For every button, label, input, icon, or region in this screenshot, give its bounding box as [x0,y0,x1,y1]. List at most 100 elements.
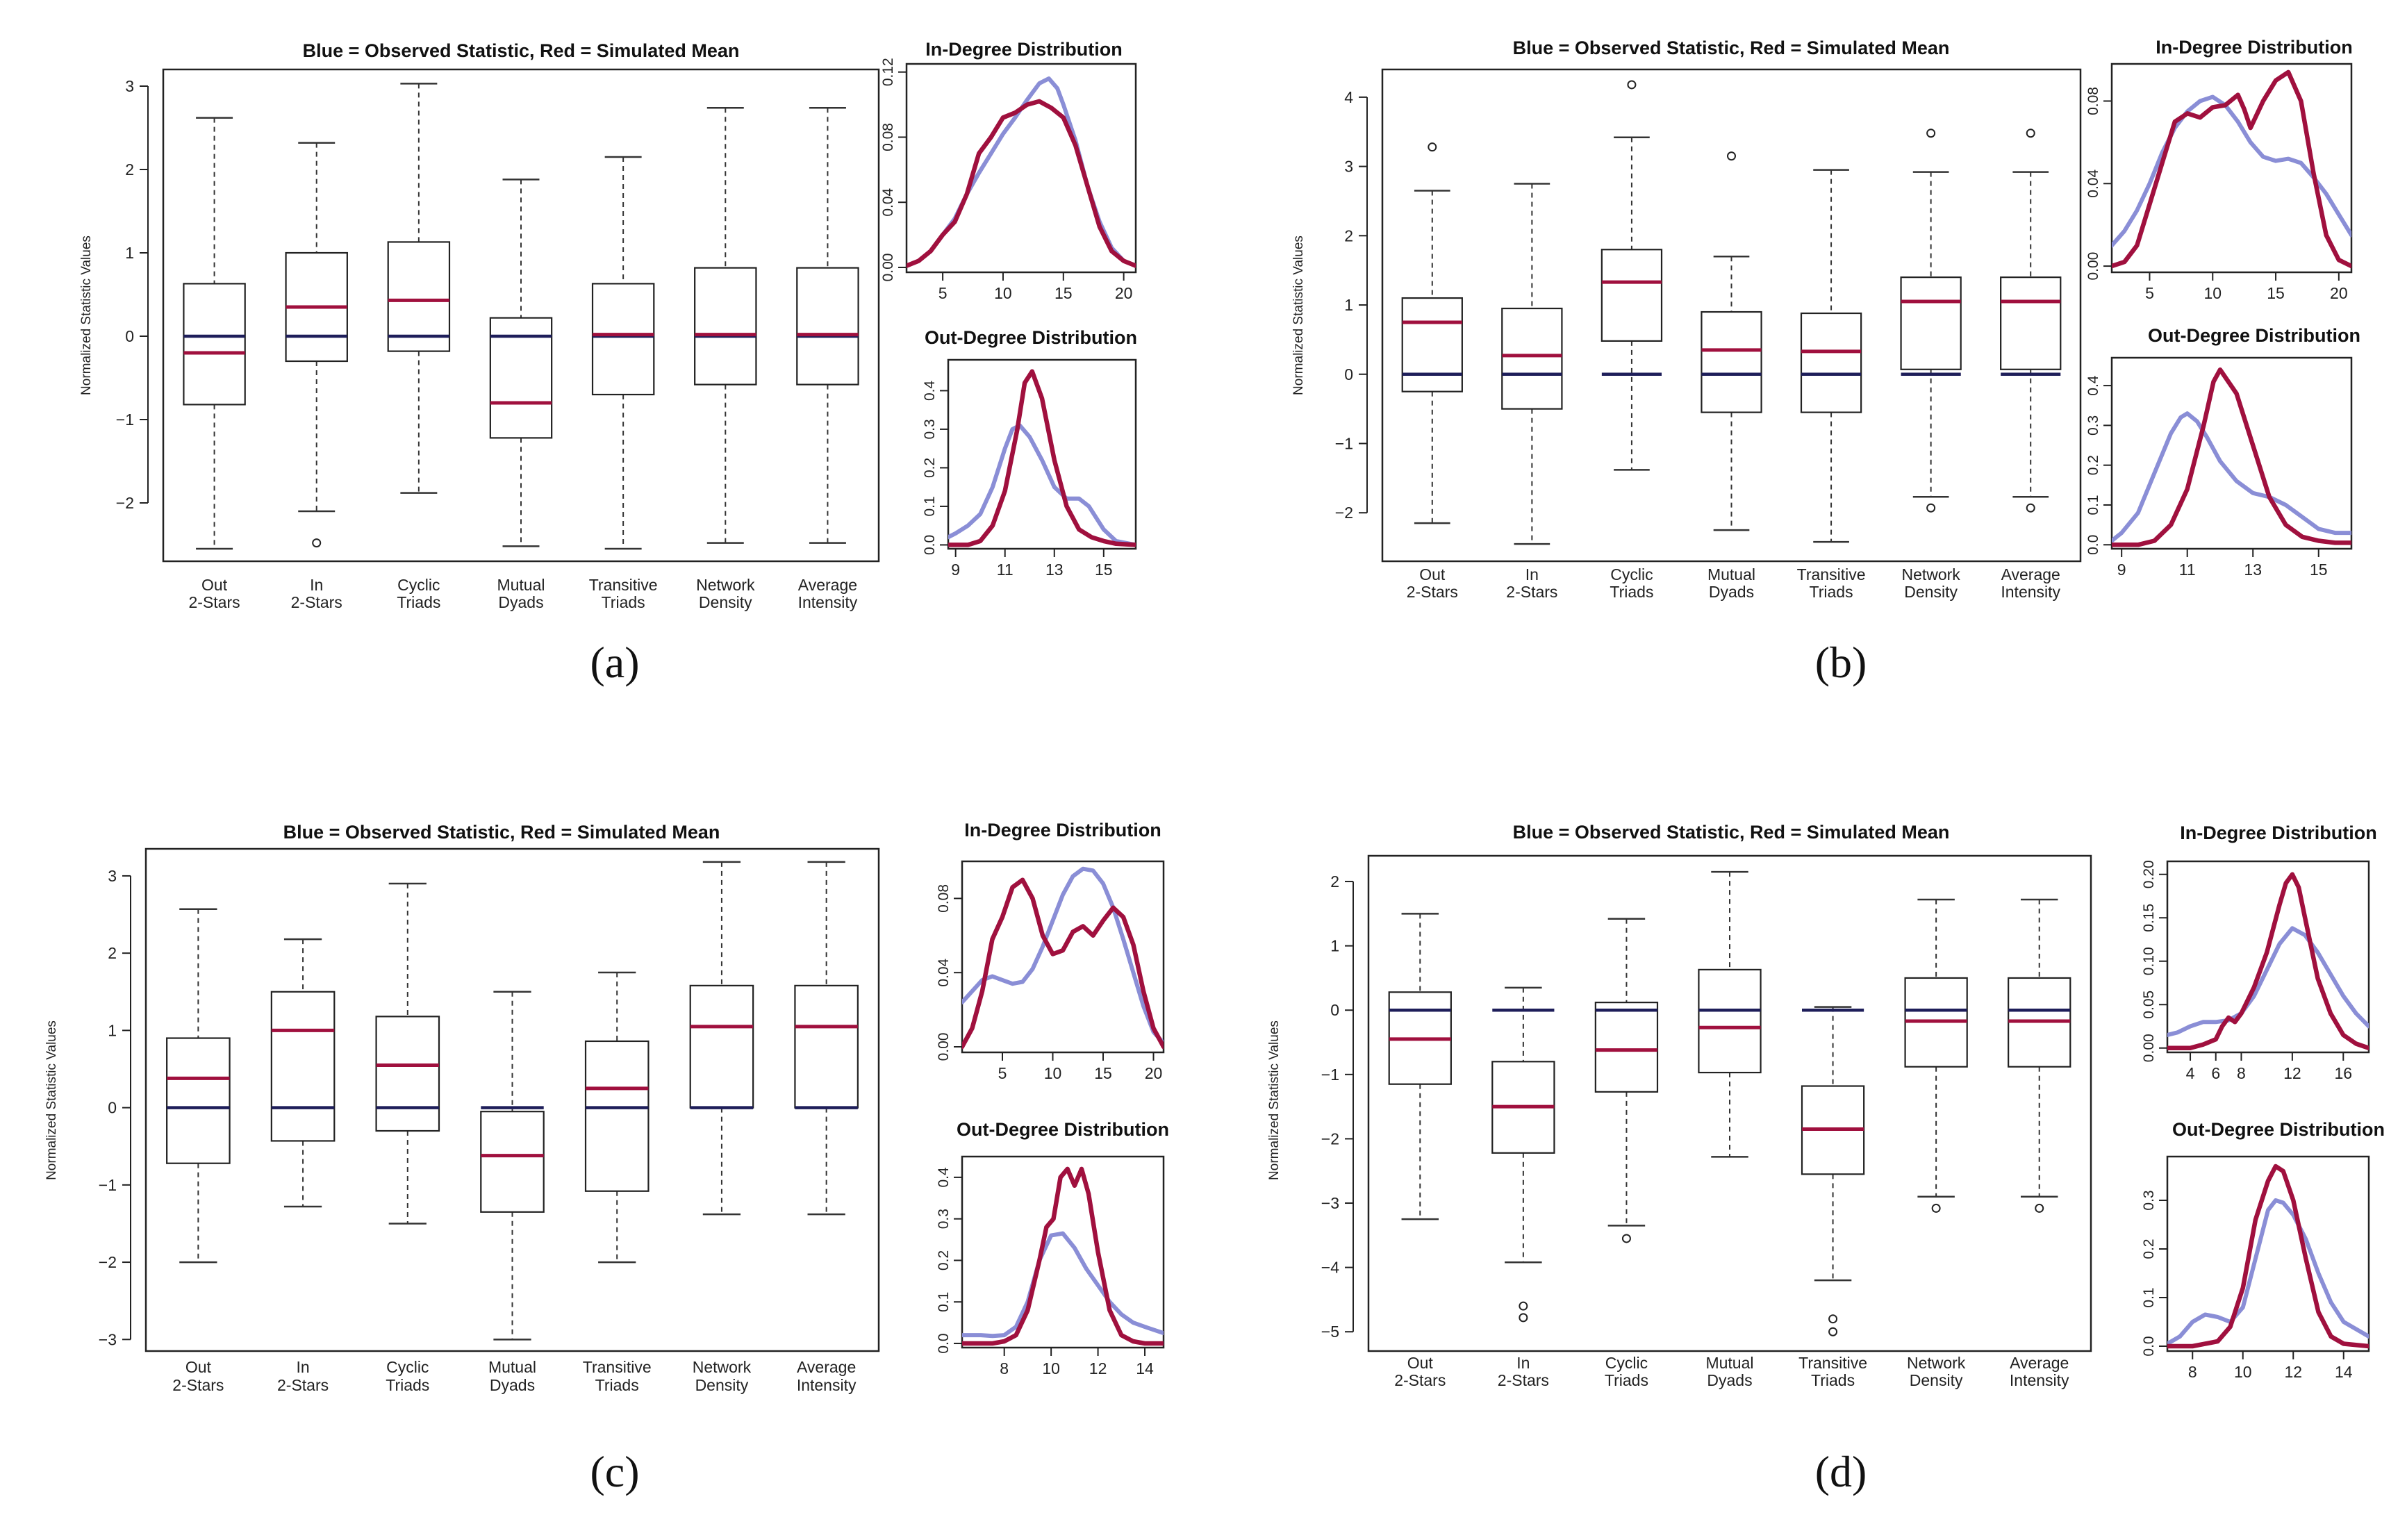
box-body [166,1037,231,1164]
x-tick-label: 12 [1089,1359,1107,1377]
y-tick-label: 3 [125,77,134,95]
outlier-point [2035,1203,2044,1213]
category-label-line1: Mutual [488,1358,536,1376]
y-tick-label: 0.00 [880,254,896,282]
box-5 [1800,169,1862,543]
x-tick-label: 15 [1095,561,1113,579]
box-6 [689,861,754,1216]
y-axis-label: Normalized Statistic Values [79,235,94,395]
box-7 [794,861,859,1216]
in-degree-plot-c-title: In-Degree Distribution [964,820,1161,841]
outlier-point [2026,129,2035,138]
box-body [591,283,655,396]
x-tick-label: 15 [1054,284,1073,302]
y-tick-label: 0.08 [880,123,896,151]
category-label-line2: Triads [1605,1371,1648,1389]
category-label-line2: 2-Stars [172,1376,224,1394]
simulated-density-line [2112,69,2351,269]
category-label-line2: Intensity [797,1376,857,1394]
x-tick-label: 15 [2310,561,2328,579]
y-tick-label: 0.2 [922,458,938,478]
category-label-line1: Network [696,576,755,594]
y-axis-label: Normalized Statistic Values [44,1020,59,1180]
observed-density-line [2167,1198,2369,1346]
in-degree-plot-d-title: In-Degree Distribution [2180,822,2377,843]
category-label-line1: Cyclic [397,576,440,594]
in-degree-plot-b: In-Degree Distribution 5 10 15 20 0.00 0.04 0.0… [2085,37,2353,302]
outlier-point [1519,1313,1528,1323]
x-tick-label: 8 [1000,1359,1009,1377]
y-tick-label: 0.1 [2141,1287,2157,1307]
boxplot-frame [144,847,880,1352]
simulated-density-line [962,877,1164,1050]
outlier-point [1931,1203,1941,1213]
category-label-line1: Transitive [1797,565,1866,583]
in-degree-plot-d: In-Degree Distribution 4 6 8 12 16 0.00 0.05 0.1… [2141,822,2377,1082]
y-tick-label: 0.08 [936,884,952,913]
simulated-density-line [948,369,1136,547]
y-tick-label: 0.00 [2141,1034,2157,1062]
box-4 [489,179,553,547]
y-axis-label: Normalized Statistic Values [1267,1020,1282,1180]
box-2 [1501,183,1563,545]
out-degree-plot-c: Out-Degree Distribution 8 10 12 14 0.0 0.1 0.2 0… [936,1119,1169,1377]
simulated-density-line [962,1166,1164,1346]
box-body [694,267,757,386]
category-label-line1: In [1516,1354,1530,1372]
observed-density-line [2112,411,2351,543]
box-5 [584,971,650,1264]
box-body [2000,276,2062,370]
category-label-line2: Dyads [1709,583,1754,601]
category-label-line1: Out [1419,565,1446,583]
box-body [183,283,246,406]
y-tick-label: 0.15 [2141,904,2157,932]
x-tick-label: 10 [1044,1064,1062,1082]
y-tick-label: −5 [1321,1323,1339,1341]
outlier-point [1621,1234,1631,1243]
boxplot-panel-b: Blue = Observed Statistic, Red = Simulat… [1291,38,2082,601]
boxplot-frame [162,68,880,563]
box-body [270,991,336,1142]
category-label-line2: Density [1904,583,1958,601]
x-tick-label: 9 [2117,561,2126,579]
out-degree-plot-b-title: Out-Degree Distribution [2148,325,2360,346]
in-degree-plot-a-title: In-Degree Distribution [925,39,1123,60]
category-label-line2: 2-Stars [277,1376,329,1394]
observed-density-line [962,866,1164,1045]
simulated-density-line [907,99,1136,268]
category-label-line2: Triads [397,593,440,611]
box-1 [1388,913,1452,1220]
boxplot-title: Blue = Observed Statistic, Red = Simulat… [283,822,720,843]
y-tick-label: 1 [1330,937,1339,955]
category-label-line1: Cyclic [1610,565,1653,583]
out-degree-plot-b-frame [2110,356,2353,550]
x-tick-label: 8 [2188,1363,2197,1381]
category-label-line1: Cyclic [1605,1354,1648,1372]
y-tick-label: 2 [108,944,117,962]
box-body [1800,312,1862,413]
box-2 [1491,986,1555,1323]
out-degree-plot-a-title: Out-Degree Distribution [925,327,1137,348]
panel-caption: (a) [590,638,639,687]
x-tick-label: 10 [1042,1359,1060,1377]
x-tick-label: 12 [2284,1363,2302,1381]
simulated-density-line [2167,1164,2369,1349]
panel-caption: (b) [1815,638,1867,687]
x-tick-label: 5 [998,1064,1007,1082]
category-label-line2: Triads [595,1376,639,1394]
x-tick-label: 6 [2211,1064,2220,1082]
y-tick-label: −2 [1321,1129,1339,1148]
y-tick-label: 0.20 [2141,860,2157,888]
category-label-line1: Mutual [1705,1354,1753,1372]
box-2 [270,938,336,1208]
y-tick-label: −2 [99,1253,117,1271]
y-tick-label: 0.00 [936,1033,952,1061]
x-tick-label: 13 [1045,561,1064,579]
category-label-line2: 2-Stars [1498,1371,1549,1389]
y-tick-label: 0 [1330,1001,1339,1019]
box-3 [1600,80,1663,471]
y-tick-label: 0.04 [880,188,896,216]
category-label-line2: 2-Stars [1394,1371,1446,1389]
box-body [689,984,754,1109]
panel-caption: (d) [1815,1447,1867,1496]
